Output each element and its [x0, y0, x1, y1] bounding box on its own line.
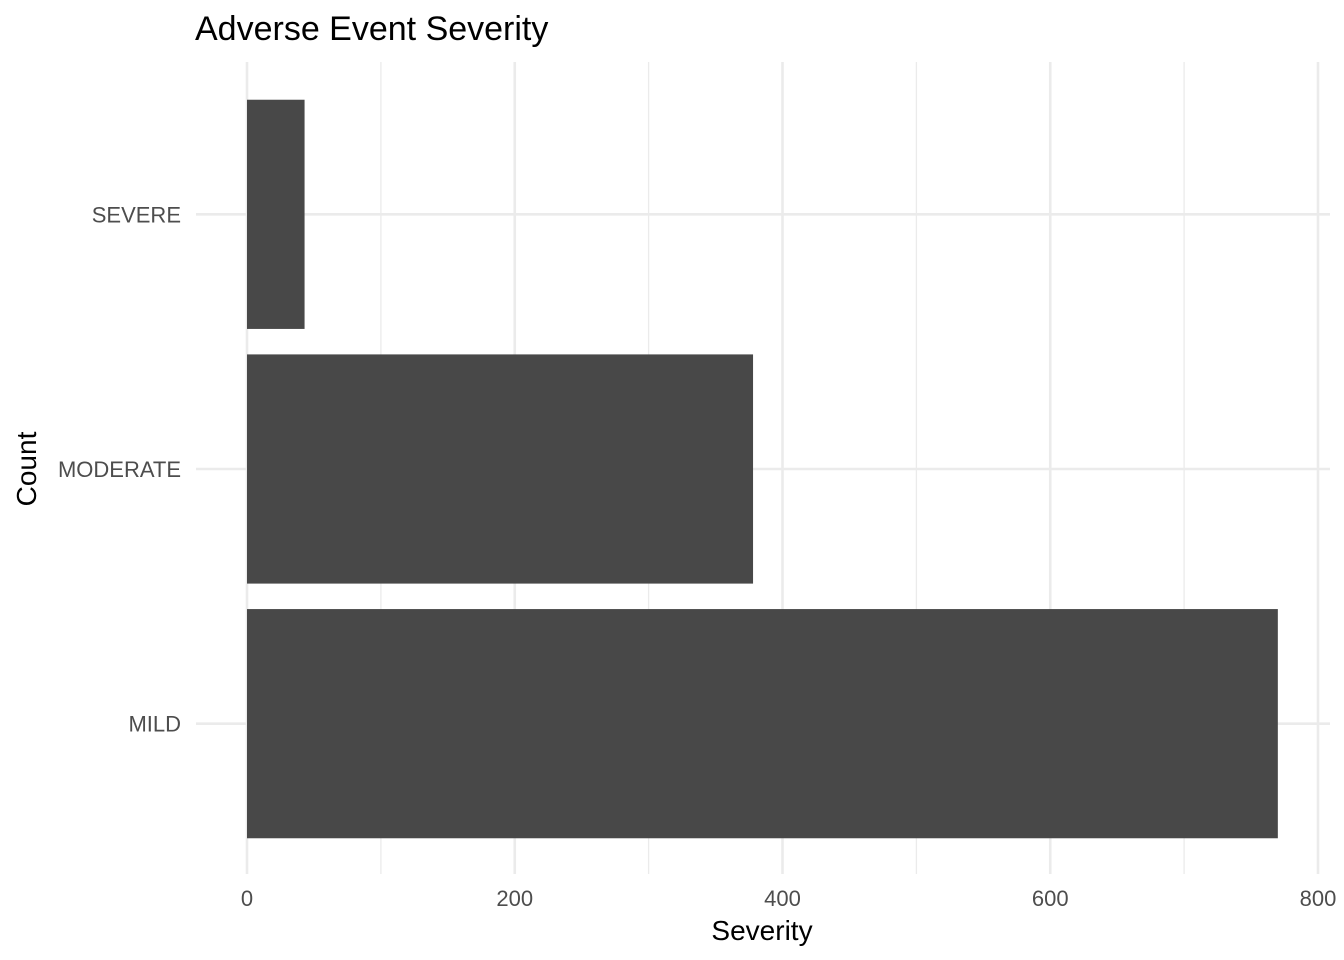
- y-tick-label: SEVERE: [92, 202, 181, 227]
- x-tick-label: 800: [1300, 886, 1337, 911]
- x-axis-title: Severity: [711, 915, 812, 946]
- x-tick-label: 400: [764, 886, 801, 911]
- bar-severe: [247, 99, 305, 329]
- chart-title: Adverse Event Severity: [195, 10, 548, 48]
- x-tick-label: 200: [496, 886, 533, 911]
- x-axis-tick-labels: 0 200 400 600 800: [241, 886, 1336, 911]
- y-tick-label: MODERATE: [58, 457, 181, 482]
- bar-mild: [247, 609, 1278, 839]
- y-axis-title: Count: [11, 431, 42, 506]
- bar-moderate: [247, 354, 754, 584]
- x-tick-label: 0: [241, 886, 253, 911]
- y-axis-tick-labels: MILD MODERATE SEVERE: [58, 202, 181, 736]
- x-tick-label: 600: [1032, 886, 1069, 911]
- bars: [247, 99, 1278, 839]
- y-tick-label: MILD: [128, 712, 181, 737]
